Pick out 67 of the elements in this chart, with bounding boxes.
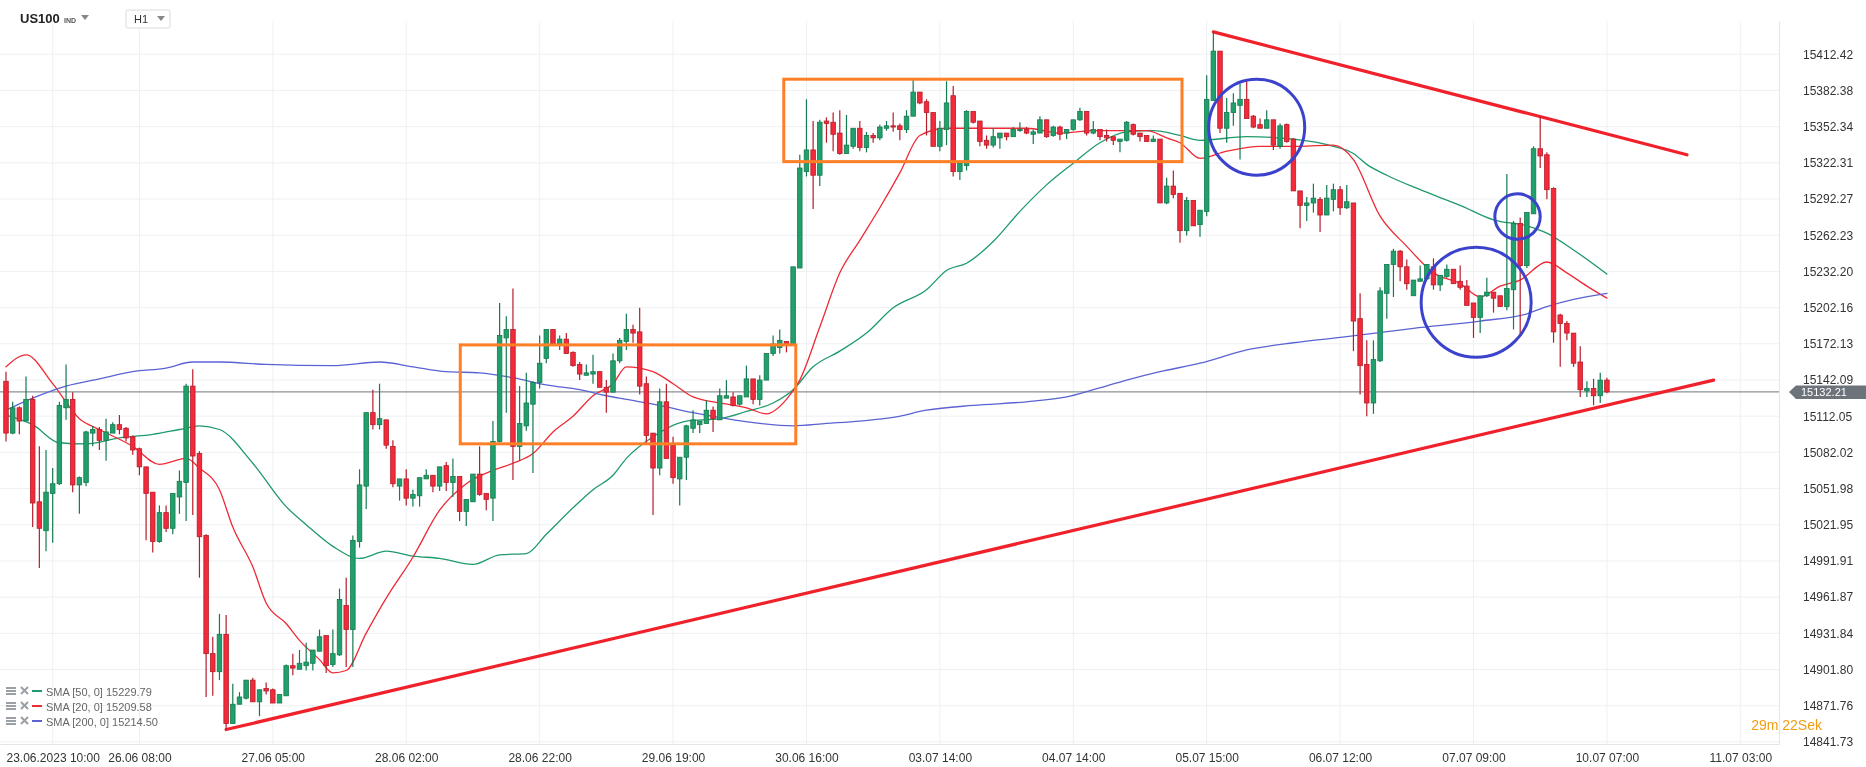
y-tick-label: 15232.20 xyxy=(1803,264,1854,279)
chart-title: US100 xyxy=(20,11,60,26)
x-tick-label: 28.06 22:00 xyxy=(508,750,573,765)
y-tick-label: 15172.13 xyxy=(1803,337,1854,352)
candlestick xyxy=(436,466,443,492)
y-tick-label: 14961.87 xyxy=(1803,590,1854,605)
candlestick xyxy=(1264,109,1270,129)
candlestick xyxy=(96,426,103,451)
candlestick xyxy=(1597,372,1603,404)
candlestick xyxy=(1344,184,1350,210)
candlestick xyxy=(750,378,756,405)
y-tick-label: 15412.42 xyxy=(1803,47,1854,62)
legend-label: SMA [200, 0] 15214.50 xyxy=(46,716,158,728)
x-tick-label: 06.07 12:00 xyxy=(1308,750,1373,765)
candlestick xyxy=(1590,378,1597,406)
x-tick-label: 26.06 08:00 xyxy=(108,750,172,765)
candlestick xyxy=(163,504,169,533)
candlestick xyxy=(250,677,256,703)
x-tick-label: 29.06 19:00 xyxy=(641,750,706,765)
y-tick-label: 15262.23 xyxy=(1803,228,1854,243)
candlestick xyxy=(857,120,863,152)
y-tick-label: 14871.76 xyxy=(1803,699,1854,714)
candlestick xyxy=(450,457,456,498)
candlestick xyxy=(396,478,403,502)
y-tick-label: 15142.09 xyxy=(1803,373,1854,388)
y-tick-label: 15082.02 xyxy=(1803,445,1854,460)
y-tick-label: 14931.84 xyxy=(1803,626,1854,641)
candlestick xyxy=(1337,185,1343,216)
x-tick-label: 04.07 14:00 xyxy=(1042,750,1106,765)
candlestick xyxy=(1584,380,1590,398)
candlestick xyxy=(403,468,409,507)
y-tick-label: 14901.80 xyxy=(1803,662,1854,677)
x-tick-label: 30.06 16:00 xyxy=(775,750,839,765)
candlestick xyxy=(1317,196,1323,233)
y-tick-label: 15202.16 xyxy=(1803,300,1854,315)
y-tick-label: 15021.95 xyxy=(1803,518,1854,533)
legend-label: SMA [50, 0] 15229.79 xyxy=(46,686,152,698)
candlestick xyxy=(710,406,716,433)
text: 29m 22Sek xyxy=(1751,717,1823,733)
ref-line-label: 15132.21 xyxy=(1801,385,1847,398)
x-tick-label: 07.07 09:00 xyxy=(1442,750,1507,765)
legend-label: SMA [20, 0] 15209.58 xyxy=(46,701,152,713)
x-tick-label: 03.07 14:00 xyxy=(908,750,973,765)
y-tick-label: 15352.34 xyxy=(1803,119,1854,134)
y-tick-label: 15382.38 xyxy=(1803,83,1854,98)
y-tick-label: 15112.05 xyxy=(1803,409,1853,424)
x-tick-label: 10.07 07:00 xyxy=(1575,750,1640,765)
candlestick xyxy=(376,383,383,431)
y-tick-label: 15051.98 xyxy=(1803,481,1854,496)
y-tick-label: 15322.31 xyxy=(1803,156,1854,171)
candlestick xyxy=(290,653,296,676)
y-tick-label: 14841.73 xyxy=(1803,735,1854,750)
annotation: H1 xyxy=(134,13,149,25)
x-tick-label: 23.06.2023 10:00 xyxy=(6,750,101,765)
candlestick xyxy=(863,131,870,153)
candlestick xyxy=(1163,177,1170,205)
candlestick xyxy=(23,375,29,422)
x-tick-label: 05.07 15:00 xyxy=(1175,750,1240,765)
candlestick xyxy=(443,461,449,492)
x-tick-label: 27.06 05:00 xyxy=(241,750,306,765)
candlestick xyxy=(256,689,263,717)
candlestick xyxy=(370,389,376,431)
x-tick-label: 28.06 02:00 xyxy=(375,750,439,765)
y-tick-label: 14991.91 xyxy=(1803,554,1854,569)
x-tick-label: 11.07 03:00 xyxy=(1709,750,1773,765)
candlestick xyxy=(16,406,23,435)
y-tick-label: 15292.27 xyxy=(1803,192,1854,207)
